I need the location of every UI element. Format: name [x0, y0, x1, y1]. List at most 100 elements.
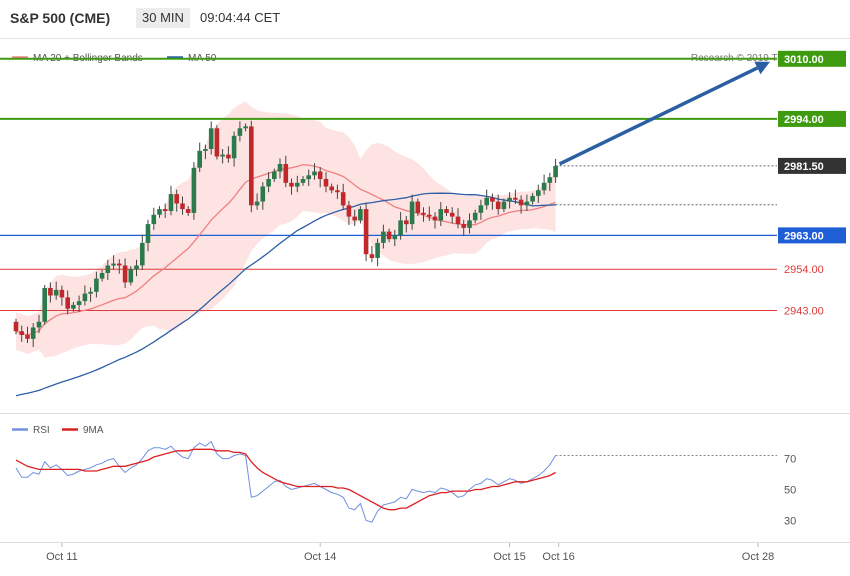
candle-body [363, 209, 369, 255]
pivot-tag-bg [778, 227, 846, 244]
candle-body [76, 301, 82, 305]
candle-body [427, 214, 432, 217]
candle-body [369, 254, 375, 258]
candle-body [295, 182, 300, 187]
candle-body [495, 201, 501, 210]
candle-body [541, 182, 547, 191]
candle-body [260, 186, 266, 202]
candle-body [375, 242, 380, 258]
candle-body [300, 179, 306, 183]
candle-body [88, 291, 93, 294]
candle-body [358, 209, 363, 221]
candle-body [65, 297, 70, 309]
candle-body [386, 231, 392, 240]
candle-body [323, 179, 329, 187]
candle-body [13, 321, 19, 332]
timeframe-badge[interactable]: 30 MIN [136, 8, 190, 28]
candle-body [490, 197, 495, 202]
x-tick-label: Oct 11 [46, 551, 78, 563]
candle-body [404, 220, 409, 225]
candle-body [312, 171, 317, 176]
candle-body [398, 220, 403, 236]
candle-body [467, 220, 472, 228]
candle-body [513, 197, 518, 200]
candle-body [283, 164, 289, 183]
chart-header: S&P 500 (CME) 30 MIN 09:04:44 CET [0, 0, 850, 38]
candle-body [25, 335, 30, 339]
candle-body [82, 293, 88, 302]
x-tick-label: Oct 28 [742, 551, 774, 563]
projection-arrow-head [754, 61, 770, 75]
candle-body [122, 265, 128, 283]
candle-body [432, 216, 438, 221]
last-price-tag-bg [778, 157, 846, 174]
candle-body [174, 194, 179, 204]
candle-body [277, 164, 283, 172]
candle-body [226, 154, 231, 159]
candle-body [214, 128, 220, 157]
x-tick-label: Oct 16 [542, 551, 574, 563]
resistance-1-tag-bg [778, 110, 846, 127]
resistance-1-tag: 2994.00 [784, 114, 824, 126]
candle-body [472, 212, 478, 221]
candles-layer [13, 120, 558, 347]
candle-body [30, 327, 36, 339]
candle-body [162, 209, 168, 211]
candle-body [140, 242, 145, 266]
x-tick-label: Oct 15 [493, 551, 525, 563]
candle-body [197, 150, 202, 168]
candle-body [117, 263, 122, 266]
x-axis-labels: Oct 11 Oct 14 Oct 15 Oct 16 Oct 28 [46, 543, 774, 563]
candle-body [53, 289, 59, 296]
candle-body [421, 212, 426, 215]
projection-arrow-shaft [558, 66, 759, 166]
support-1-tag: 2954.00 [784, 264, 824, 276]
candle-body [243, 126, 248, 129]
candle-body [208, 128, 214, 149]
rsi-ma9-line [15, 448, 556, 511]
candle-body [381, 231, 386, 243]
candle-body [157, 209, 162, 215]
candle-body [111, 263, 116, 266]
candle-body [168, 194, 174, 211]
candle-body [237, 128, 243, 136]
rsi-line [15, 440, 557, 523]
candle-body [94, 278, 99, 292]
candle-body [36, 321, 42, 328]
candle-body [105, 265, 111, 273]
candle-body [180, 203, 185, 210]
candle-body [42, 288, 47, 322]
resistance-2-tag-bg [778, 50, 846, 67]
candle-body [317, 171, 323, 179]
resistance-2-tag: 3010.00 [784, 54, 824, 66]
candle-body [553, 165, 558, 178]
candle-body [409, 201, 415, 225]
candle-body [455, 216, 461, 225]
candle-body [444, 209, 449, 213]
candle-body [191, 167, 197, 213]
instrument-title: S&P 500 (CME) [10, 10, 111, 26]
candle-body [306, 175, 311, 180]
candle-body [289, 182, 294, 187]
candle-body [329, 186, 334, 191]
candle-body [134, 265, 139, 270]
rsi-tick-label: 50 [784, 485, 796, 497]
candle-body [254, 201, 260, 206]
candle-body [71, 304, 76, 309]
candle-body [392, 235, 398, 240]
rsi-tick-label: 70 [784, 454, 796, 466]
candle-body [335, 190, 340, 193]
candle-body [272, 171, 277, 179]
candle-body [145, 224, 151, 243]
last-price-tag: 2981.50 [784, 161, 824, 173]
candle-body [438, 209, 444, 221]
candle-body [203, 149, 208, 151]
candle-body [478, 205, 484, 213]
candle-body [185, 209, 191, 213]
bollinger-band [16, 101, 556, 358]
candle-body [231, 135, 237, 159]
candle-body [48, 288, 53, 296]
candle-body [249, 126, 254, 206]
candle-body [501, 201, 507, 210]
